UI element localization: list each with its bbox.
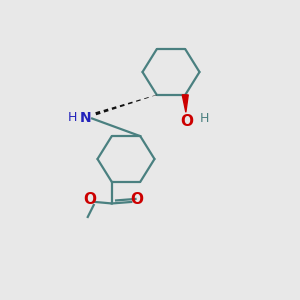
Text: O: O [180,114,193,129]
Text: N: N [80,112,91,125]
Text: O: O [130,192,143,207]
Text: H: H [68,111,78,124]
Text: H: H [200,112,209,125]
Text: O: O [84,192,97,207]
Polygon shape [182,95,188,112]
